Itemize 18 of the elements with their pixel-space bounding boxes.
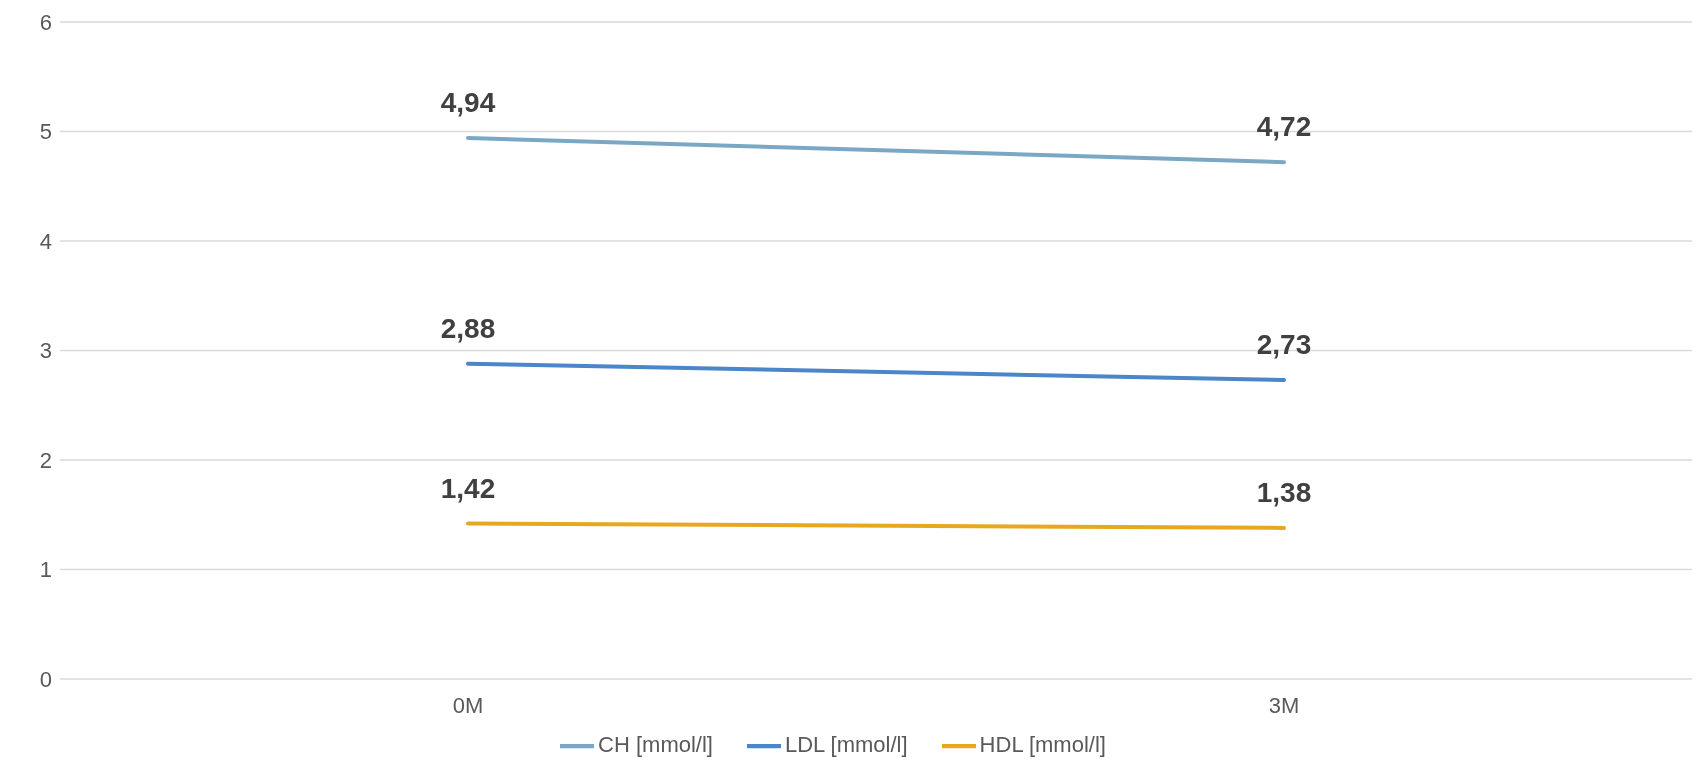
data-label: 1,42 <box>440 472 496 504</box>
data-label: 1,38 <box>1256 476 1312 508</box>
y-tick-label: 5 <box>39 119 52 145</box>
y-tick-label: 1 <box>39 557 52 583</box>
y-tick-label: 3 <box>39 338 52 364</box>
legend-label: LDL [mmol/l] <box>784 731 908 757</box>
data-label: 2,88 <box>440 312 496 344</box>
y-tick-label: 0 <box>39 666 52 692</box>
y-tick-label: 6 <box>39 9 52 35</box>
x-tick-label: 0M <box>452 692 484 718</box>
legend-label: CH [mmol/l] <box>598 731 713 757</box>
data-label: 4,72 <box>1256 111 1312 143</box>
x-tick-label: 3M <box>1268 692 1300 718</box>
data-label: 2,73 <box>1256 329 1312 361</box>
legend-label: HDL [mmol/l] <box>979 731 1106 757</box>
y-tick-label: 4 <box>39 228 52 254</box>
data-label: 4,94 <box>440 87 496 119</box>
y-tick-label: 2 <box>39 447 52 473</box>
